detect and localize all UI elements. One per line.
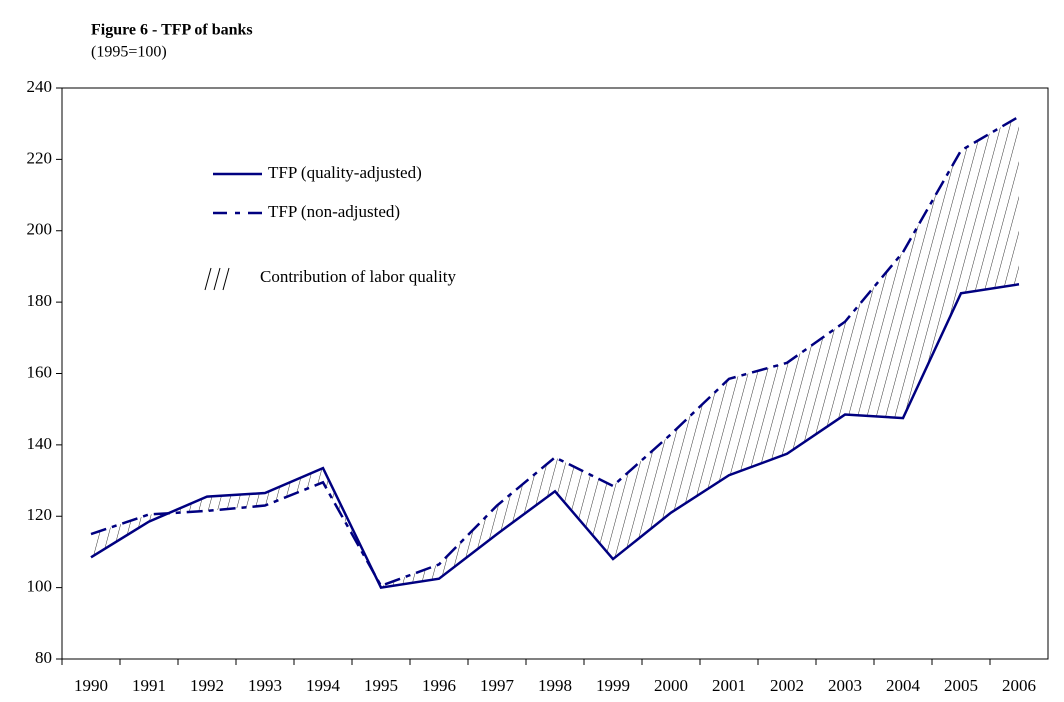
x-tick-label: 1995: [364, 676, 398, 695]
legend-label: TFP (non-adjusted): [268, 202, 400, 221]
y-tick-label: 240: [27, 77, 53, 96]
legend-hatch: [213, 267, 221, 291]
chart-subtitle: (1995=100): [91, 44, 167, 61]
y-tick-label: 180: [27, 291, 53, 310]
x-tick-label: 2005: [944, 676, 978, 695]
y-tick-label: 140: [27, 434, 53, 453]
x-tick-label: 1993: [248, 676, 282, 695]
x-tick-label: 2004: [886, 676, 921, 695]
series-line: [90, 283, 1020, 590]
x-tick-label: 1990: [74, 676, 108, 695]
x-tick-label: 1999: [596, 676, 630, 695]
y-tick-label: 220: [27, 148, 53, 167]
legend-hatch: [222, 267, 230, 291]
x-tick-label: 2003: [828, 676, 862, 695]
x-tick-label: 1996: [422, 676, 456, 695]
legend-label: TFP (quality-adjusted): [268, 163, 422, 182]
legend-hatch: [204, 267, 212, 291]
y-tick-label: 120: [27, 505, 53, 524]
x-tick-label: 1994: [306, 676, 341, 695]
y-tick-label: 100: [27, 577, 53, 596]
x-tick-label: 1998: [538, 676, 572, 695]
y-tick-label: 80: [35, 648, 52, 667]
chart-title: Figure 6 - TFP of banks: [91, 22, 253, 39]
y-tick-label: 160: [27, 362, 53, 381]
hatch-area: [91, 116, 1019, 588]
x-tick-label: 2006: [1002, 676, 1036, 695]
y-tick-label: 200: [27, 220, 53, 239]
x-tick-label: 2002: [770, 676, 804, 695]
x-tick-label: 1991: [132, 676, 166, 695]
x-tick-label: 1992: [190, 676, 224, 695]
x-tick-label: 2000: [654, 676, 688, 695]
x-tick-label: 2001: [712, 676, 746, 695]
series-line: [90, 115, 1020, 588]
x-tick-label: 1997: [480, 676, 515, 695]
legend-label: Contribution of labor quality: [260, 267, 456, 286]
